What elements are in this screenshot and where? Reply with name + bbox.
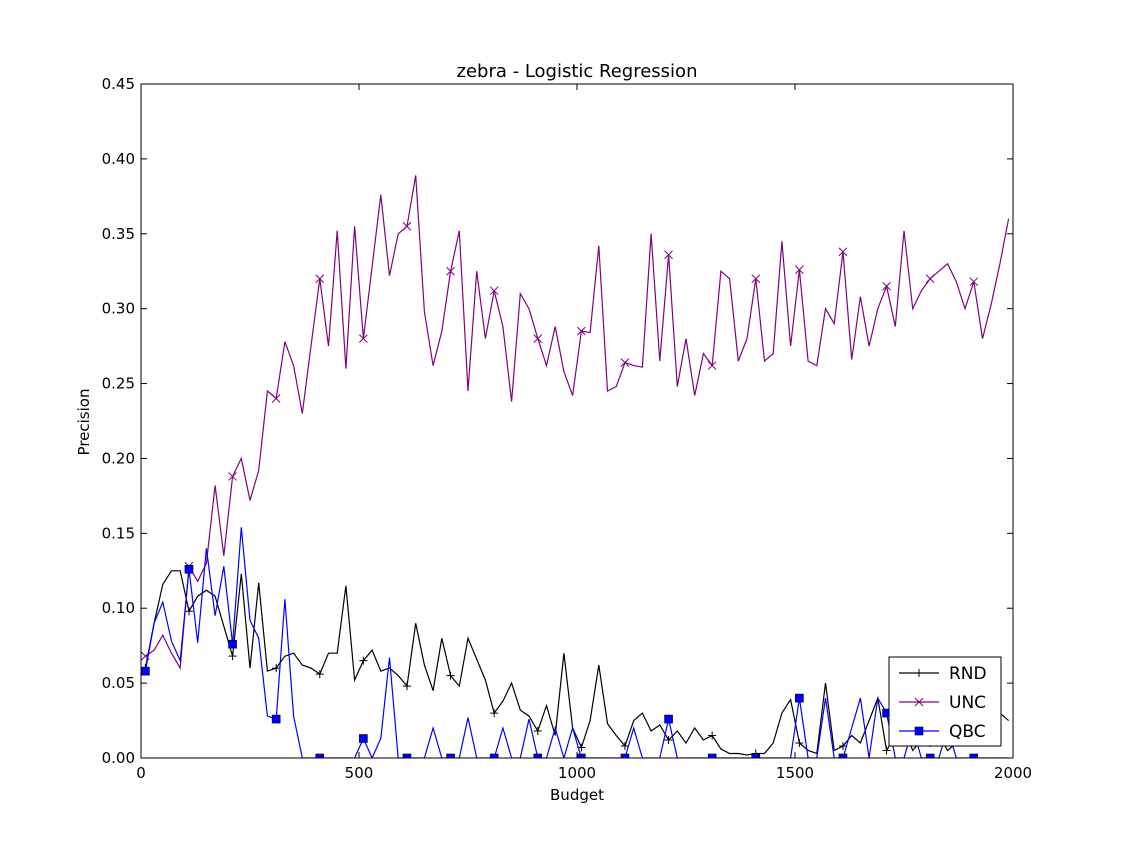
- data-point-qbc: [925, 753, 935, 758]
- data-point-qbc: [402, 753, 412, 758]
- y-tick-label: 0.35: [102, 225, 135, 243]
- y-tick-label: 0.05: [102, 674, 135, 692]
- data-point-rnd: [184, 607, 193, 616]
- legend-label-rnd: RND: [949, 664, 987, 684]
- data-point-qbc: [577, 753, 586, 758]
- legend-marker-rnd: [915, 669, 923, 677]
- data-point-qbc: [707, 753, 717, 758]
- data-point-rnd: [490, 709, 499, 718]
- y-tick-label: 0.45: [102, 75, 135, 93]
- data-point-unc: [446, 266, 455, 276]
- data-point-rnd: [795, 739, 804, 748]
- data-point-rnd: [402, 682, 411, 691]
- data-point-qbc: [184, 564, 194, 574]
- data-point-unc: [359, 334, 368, 343]
- data-point-rnd: [838, 742, 847, 751]
- data-point-unc: [795, 265, 804, 275]
- data-point-qbc: [359, 734, 368, 743]
- data-point-rnd: [228, 652, 237, 661]
- data-point-unc: [707, 361, 717, 370]
- y-axis-label: Precision: [75, 389, 93, 456]
- legend-label-unc: UNC: [949, 693, 986, 713]
- plot-area: 0 500 1000 1500 2000 0.00 0.05 0.10 0.15 0.20 0.25…: [102, 75, 1033, 782]
- data-point-unc: [533, 334, 543, 343]
- data-point-qbc: [838, 753, 848, 758]
- series-unc: [141, 175, 1010, 671]
- x-tick-label: 500: [345, 764, 374, 782]
- data-point-qbc: [228, 639, 237, 649]
- x-tick-label: 2000: [994, 764, 1032, 782]
- legend-marker-unc: [914, 697, 924, 707]
- data-point-unc: [402, 221, 412, 231]
- y-tick-label: 0.15: [102, 524, 135, 542]
- data-point-rnd: [882, 746, 891, 755]
- data-point-unc: [577, 326, 586, 336]
- data-point-unc: [315, 274, 325, 284]
- data-point-unc: [838, 247, 848, 257]
- data-point-unc: [620, 358, 630, 367]
- data-point-unc: [489, 286, 499, 296]
- data-point-rnd: [533, 727, 542, 736]
- y-tick-label: 0.25: [102, 375, 135, 393]
- series-rnd: [141, 570, 1009, 758]
- data-point-qbc: [271, 714, 281, 724]
- y-tick-label: 0.40: [102, 150, 135, 168]
- y-tick-label: 0.20: [102, 449, 135, 467]
- data-point-qbc: [446, 753, 455, 758]
- data-point-qbc: [141, 666, 150, 676]
- plot-frame: [140, 83, 1014, 759]
- data-point-unc: [271, 394, 281, 403]
- y-tick-label: 0.00: [102, 749, 135, 767]
- series-qbc: [141, 527, 1009, 758]
- data-point-rnd: [708, 731, 717, 740]
- series-line-unc: [145, 175, 1010, 671]
- data-point-unc: [969, 277, 979, 287]
- data-point-qbc: [664, 714, 673, 724]
- data-point-qbc: [795, 693, 804, 703]
- data-point-qbc: [489, 753, 499, 758]
- chart-title: zebra - Logistic Regression: [457, 61, 698, 82]
- legend: RND UNC QBC: [888, 656, 1002, 747]
- x-axis-label: Budget: [550, 786, 604, 804]
- data-point-rnd: [446, 671, 455, 680]
- data-point-unc: [228, 472, 237, 481]
- series-line-qbc: [144, 527, 1009, 758]
- data-point-rnd: [620, 742, 629, 751]
- series-line-rnd: [144, 570, 1009, 756]
- data-point-unc: [925, 274, 935, 284]
- y-tick-label: 0.30: [102, 300, 135, 318]
- x-tick-label: 1000: [558, 764, 596, 782]
- data-point-qbc: [969, 753, 979, 758]
- x-tick-label: 0: [136, 764, 146, 782]
- data-point-unc: [664, 250, 673, 260]
- data-point-rnd: [272, 664, 281, 673]
- y-tick-label: 0.10: [102, 599, 135, 617]
- data-point-qbc: [751, 753, 761, 758]
- data-point-qbc: [620, 753, 630, 758]
- data-point-qbc: [533, 753, 543, 758]
- legend-marker-qbc: [914, 726, 924, 736]
- data-point-rnd: [359, 656, 368, 665]
- legend-label-qbc: QBC: [949, 722, 986, 742]
- data-point-unc: [882, 281, 891, 291]
- data-point-rnd: [664, 736, 673, 745]
- data-point-unc: [751, 274, 761, 284]
- data-point-qbc: [315, 753, 325, 758]
- data-point-rnd: [315, 670, 324, 679]
- x-tick-label: 1500: [776, 764, 814, 782]
